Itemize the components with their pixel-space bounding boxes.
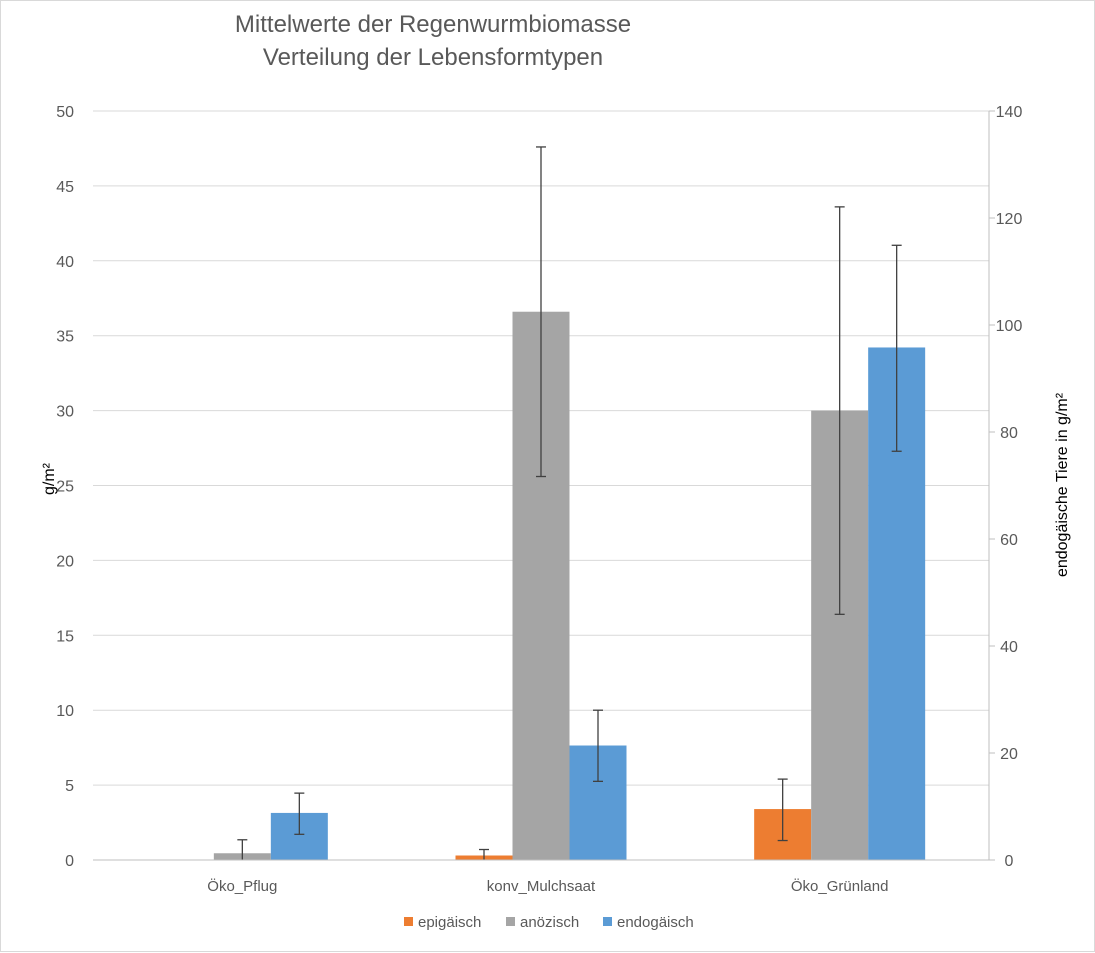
y-tick-label-left: 15 [56,628,74,645]
chart-title: Mittelwerte der Regenwurmbiomasse [235,11,631,38]
y-tick-label-right: 60 [1000,532,1018,549]
bars [213,311,926,861]
y-tick-label-right: 120 [996,211,1023,228]
error-bars [237,146,902,860]
y-tick-label-left: 25 [56,479,74,496]
legend-swatch [603,917,612,926]
y-tick-label-right: 140 [996,104,1023,121]
y-tick-label-left: 45 [56,179,74,196]
y-tick-label-left: 0 [65,853,74,870]
y-tick-label-right: 0 [1005,853,1014,870]
legend-label: epigäisch [418,914,481,931]
y-tick-label-left: 10 [56,703,74,720]
y-tick-label-left: 20 [56,553,74,570]
y-tick-label-left: 50 [56,104,74,121]
x-tick-label: Öko_Pflug [207,877,277,895]
x-tick-label: konv_Mulchsaat [487,878,596,895]
axes: 0 5 10 15 20 25 30 35 40 45 50 0 20 40 60 80 100 120 140 Ök… [56,104,1022,895]
y-axis-label-right: endogäische Tiere in g/m² [1054,392,1071,577]
legend-label: anözisch [520,914,579,931]
y-tick-label-right: 40 [1000,639,1018,656]
legend-label: endogäisch [617,914,694,931]
y-axis-label-left: g/m² [41,462,58,495]
legend-swatch [506,917,515,926]
y-tick-label-left: 40 [56,254,74,271]
y-tick-label-right: 20 [1000,746,1018,763]
legend: epigäisch anözisch endogäisch [404,914,694,931]
chart-subtitle: Verteilung der Lebensformtypen [263,44,603,71]
x-tick-label: Öko_Grünland [791,877,889,895]
y-tick-label-left: 5 [65,778,74,795]
y-tick-label-left: 30 [56,404,74,421]
legend-swatch [404,917,413,926]
y-tick-label-right: 100 [996,318,1023,335]
y-tick-label-right: 80 [1000,425,1018,442]
y-tick-label-left: 35 [56,329,74,346]
